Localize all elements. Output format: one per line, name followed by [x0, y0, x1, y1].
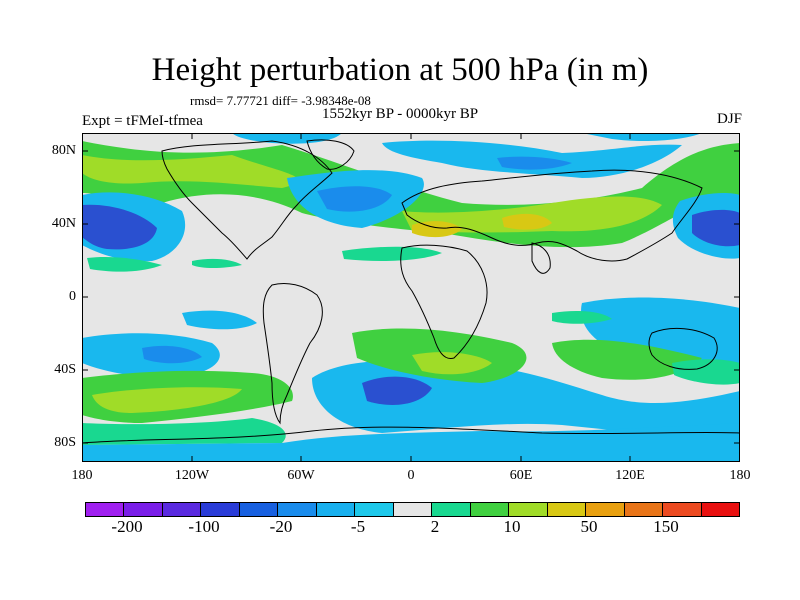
colorbar-swatch [701, 503, 739, 516]
colorbar-swatch [316, 503, 356, 516]
colorbar-label: 50 [580, 517, 598, 536]
colorbar-label: -200 [111, 517, 143, 536]
coast-eurasia [401, 169, 703, 262]
colorbar-swatch [201, 503, 240, 516]
colorbar-swatch [432, 503, 471, 516]
colorbar-swatch [162, 503, 202, 516]
colorbar-swatch [86, 503, 125, 516]
colorbar-swatch [470, 503, 510, 516]
lat-label-40s: 40S [54, 362, 76, 377]
coast-australia [648, 328, 718, 370]
coast-north-america [161, 140, 333, 260]
lat-label-80s: 80S [54, 435, 76, 450]
coast-india [531, 242, 551, 274]
lon-label-120e: 120E [615, 468, 645, 483]
stats-text: rmsd= 7.77721 diff= -3.98348e-08 [190, 93, 371, 108]
colorbar-swatch [509, 503, 548, 516]
field-band-south-yellow [92, 352, 492, 413]
lat-label-eq: 0 [69, 289, 76, 304]
colorbar-swatch [239, 503, 279, 516]
colorbar-swatch [124, 503, 163, 516]
field-low-south-atlantic-core [362, 376, 432, 405]
colorbar-swatch [663, 503, 702, 516]
colorbar-swatch [547, 503, 587, 516]
lon-label-180e: 180 [729, 468, 751, 483]
colorbar-swatch [624, 503, 664, 516]
lon-ticks [191, 133, 631, 462]
lon-label-180w: 180 [71, 468, 93, 483]
lat-label-40n: 40N [51, 216, 76, 231]
coast-south-america [262, 282, 323, 425]
season-label: DJF [716, 111, 742, 127]
lon-label-120w: 120W [174, 468, 210, 483]
field-low-south-west-core [142, 345, 202, 364]
period-label: 1552kyr BP - 0000kyr BP [321, 106, 479, 122]
lon-label-60e: 60E [509, 468, 533, 483]
colorbar-label: 150 [653, 517, 679, 536]
map-title: Height perturbation at 500 hPa (in m) [151, 52, 649, 88]
colorbar-label: -100 [188, 517, 220, 536]
coast-africa [400, 244, 488, 360]
field-patch-olive [412, 213, 552, 238]
colorbar-label: -20 [269, 517, 293, 536]
colorbar-swatch [586, 503, 625, 516]
field-low-npacific [82, 192, 740, 262]
colorbar-swatch [355, 503, 394, 516]
colorbar-label: 10 [503, 517, 521, 536]
field-low-natlantic-core [317, 156, 572, 212]
field-low-natlantic [287, 140, 682, 228]
coastlines [82, 139, 740, 444]
coast-greenland [306, 139, 355, 170]
coast-antarctica [82, 426, 740, 444]
height-perturbation-map [82, 133, 740, 462]
lon-label-60w: 60W [287, 468, 315, 483]
colorbar-swatch [393, 503, 433, 516]
experiment-label: Expt = tFMeI-tfmea [82, 113, 203, 129]
colorbar-label: 2 [430, 517, 440, 536]
field-band-antarctic-cyan [82, 423, 740, 462]
field-patch-tropics [87, 246, 442, 272]
lat-label-80n: 80N [51, 143, 76, 158]
field-band-south-green [82, 328, 702, 423]
field-low-south-west [82, 310, 257, 378]
field-low-south-atlantic [312, 360, 740, 435]
lat-ticks [82, 150, 740, 444]
lon-label-0: 0 [407, 468, 415, 483]
colorbar [85, 502, 740, 517]
field-band-north-yellow [82, 155, 662, 233]
colorbar-swatch [278, 503, 317, 516]
colorbar-label: -5 [350, 517, 366, 536]
field-patch-south-mint [82, 311, 740, 445]
